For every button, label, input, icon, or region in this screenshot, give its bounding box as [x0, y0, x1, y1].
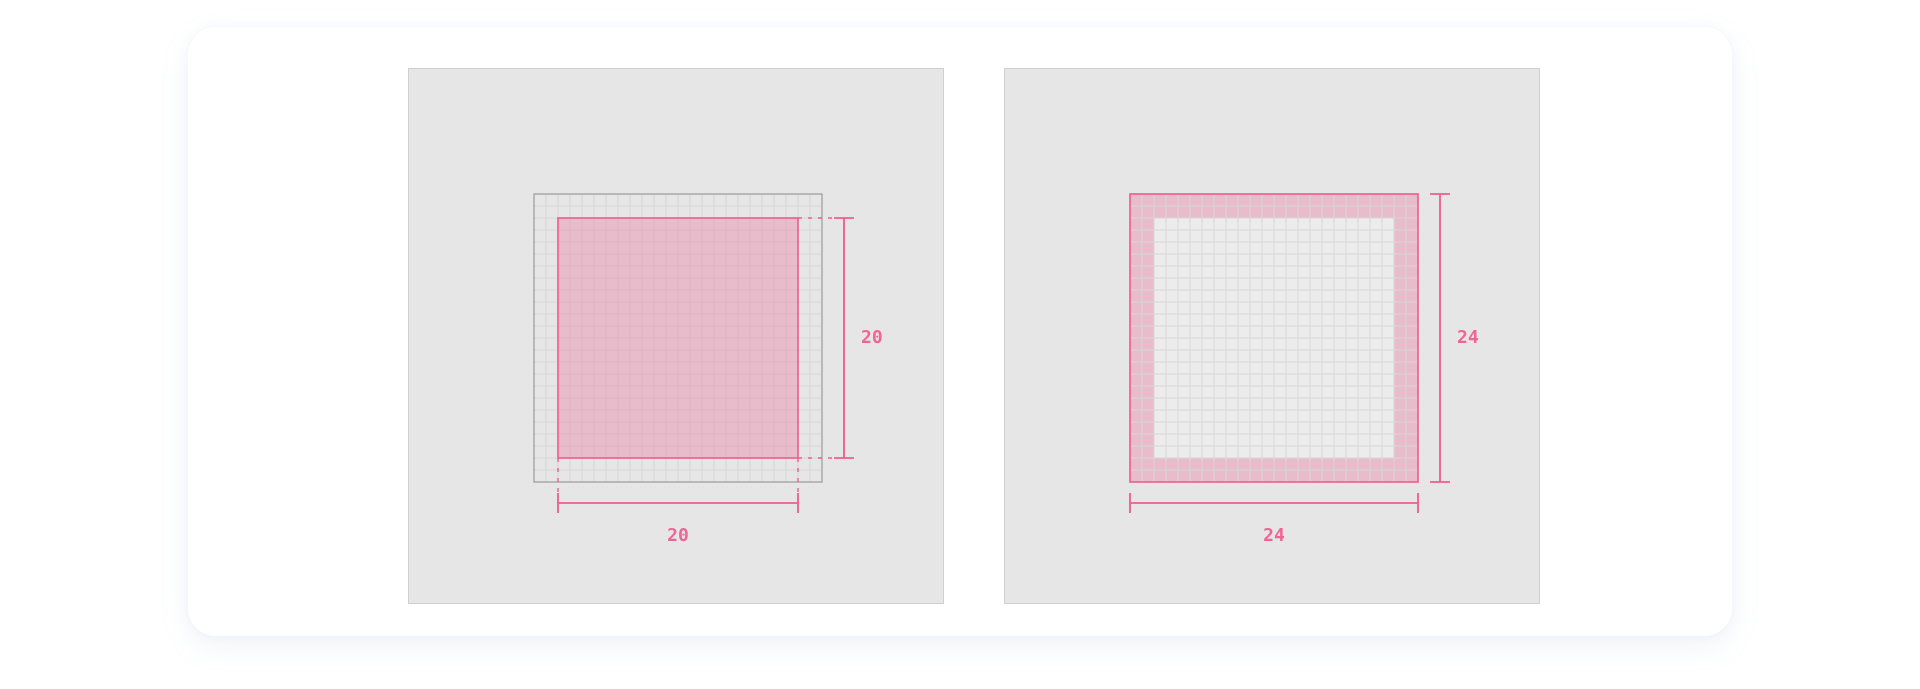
padding-diagram: 24 24	[1129, 193, 1479, 546]
width-dimension: 24	[1129, 493, 1419, 546]
width-label: 24	[1263, 525, 1285, 546]
grid-boundary	[533, 193, 823, 483]
panel-live-area: 20 20	[408, 68, 944, 604]
height-label: 24	[1457, 327, 1479, 348]
width-dimension: 20	[557, 493, 799, 546]
height-dimension: 24	[1430, 193, 1479, 483]
live-area-diagram: 20 20	[533, 193, 883, 546]
icon-boundary	[1129, 193, 1419, 483]
height-label: 20	[861, 327, 883, 348]
height-dimension: 20	[834, 217, 883, 459]
live-area-shape	[557, 217, 799, 459]
pixel-grid	[1130, 194, 1418, 482]
panel-padding: 24 24	[1004, 68, 1540, 604]
width-label: 20	[667, 525, 689, 546]
